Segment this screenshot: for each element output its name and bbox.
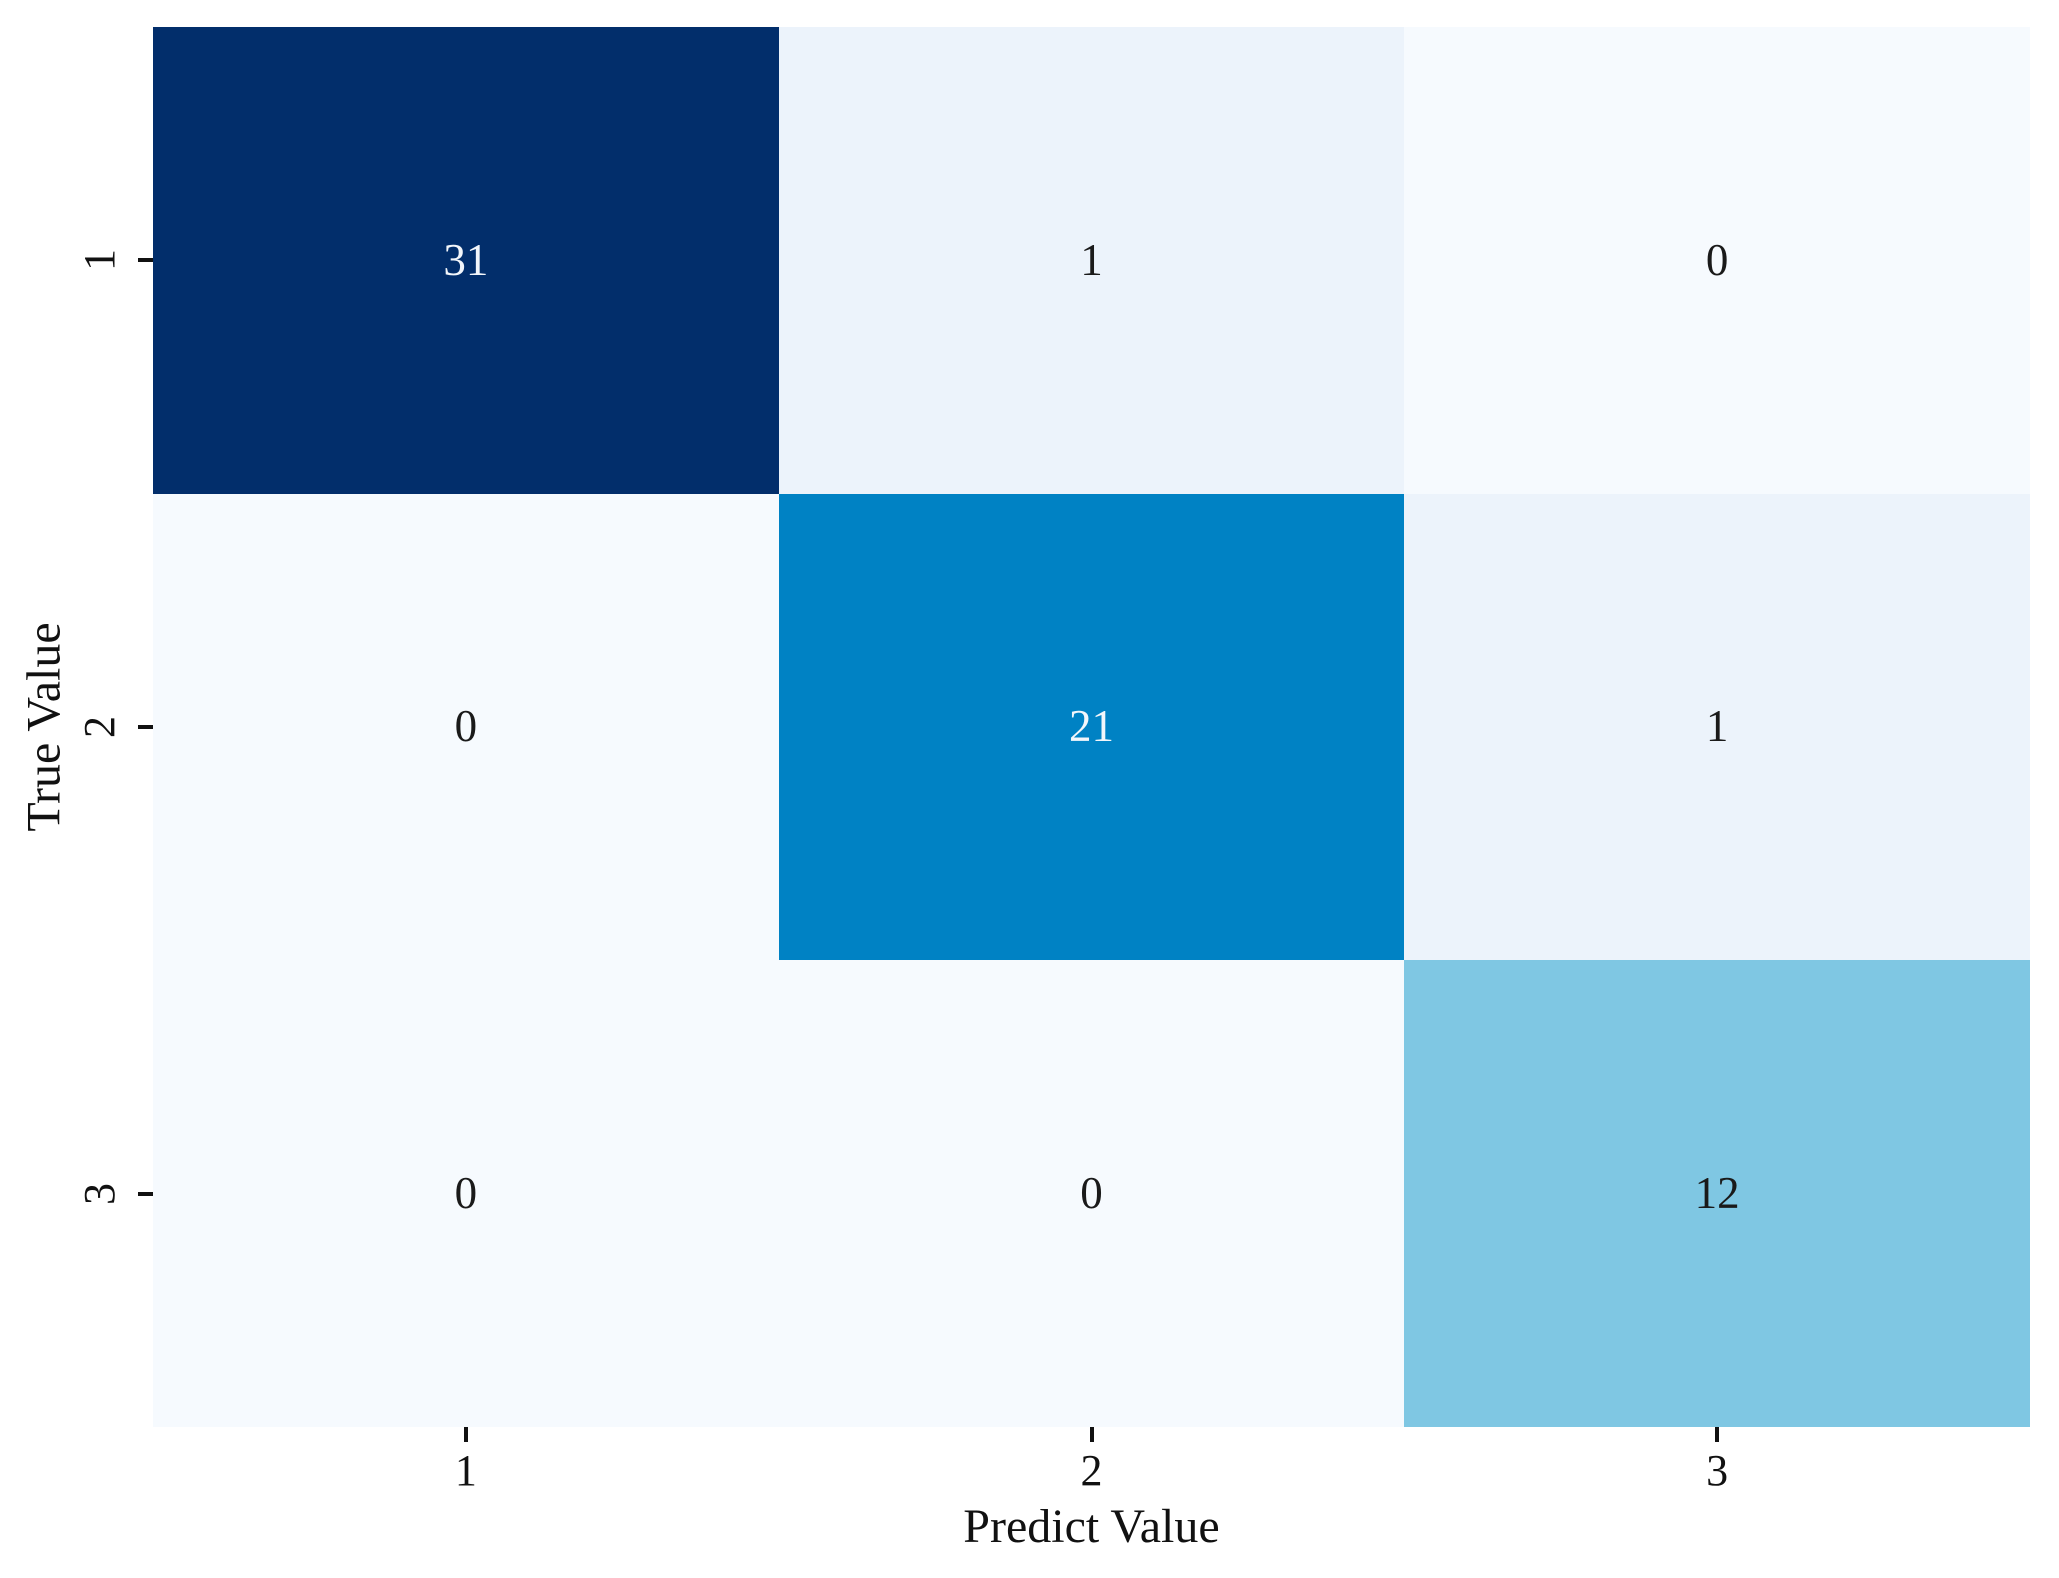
heatmap-cell: 1 (1404, 493, 2030, 961)
y-tick-mark (138, 725, 153, 729)
heatmap-cell: 21 (778, 493, 1405, 961)
heatmap-cell: 1 (778, 27, 1405, 494)
y-tick-label: 3 (75, 1182, 124, 1205)
heatmap-cell: 0 (778, 960, 1405, 1427)
x-tick-label: 2 (1080, 1446, 1103, 1495)
y-tick-label: 1 (75, 249, 124, 272)
cell-value: 21 (1068, 701, 1114, 752)
y-axis-ticks (138, 27, 153, 1427)
y-tick-label: 2 (75, 716, 124, 738)
y-axis-title-text: True Value (18, 622, 71, 832)
x-axis-title: Predict Value (963, 1500, 1220, 1553)
cell-value: 0 (1705, 234, 1729, 285)
y-axis-title: True Value (14, 27, 76, 1427)
cell-value: 0 (1080, 1168, 1103, 1219)
cell-value: 12 (1694, 1168, 1740, 1219)
x-axis-ticks (153, 1427, 2030, 1442)
x-tick-label: 3 (1706, 1446, 1729, 1495)
y-tick-mark (138, 1191, 153, 1196)
heatmap-cell: 31 (153, 27, 779, 494)
heatmap-cell: 0 (153, 960, 779, 1427)
x-tick-label: 1 (454, 1446, 477, 1495)
y-tick-mark (138, 258, 153, 263)
x-tick-mark (463, 1427, 468, 1442)
y-axis-tick-labels: 1 2 3 (75, 27, 124, 1427)
cell-value: 31 (443, 234, 489, 285)
heatmap-cell: 12 (1404, 960, 2030, 1427)
x-axis-tick-labels: 1 2 3 (153, 1446, 2030, 1496)
cell-value: 1 (1080, 234, 1103, 285)
heatmap-cell: 0 (153, 493, 779, 961)
cell-value: 1 (1705, 701, 1729, 752)
cell-value: 0 (454, 701, 478, 752)
heatmap-cell: 0 (1404, 27, 2030, 494)
heatmap-plot-area: 31 1 0 0 21 1 0 0 12 (153, 27, 2030, 1427)
cell-value: 0 (454, 1168, 478, 1219)
x-tick-mark (1089, 1427, 1094, 1442)
x-tick-mark (1715, 1427, 1720, 1442)
